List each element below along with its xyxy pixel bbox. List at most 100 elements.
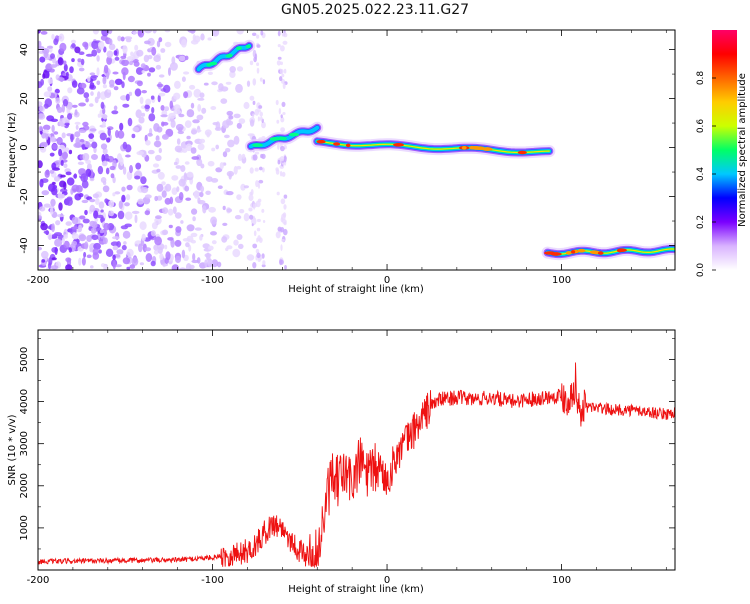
noise-speck [122,141,128,150]
noise-speck [160,114,168,118]
noise-speck [38,30,41,34]
noise-speck [226,110,234,116]
colorbar-ticks: 0.0 0.2 0.4 0.6 0.8 [696,71,716,278]
noise-speck [169,100,174,109]
noise-speck [180,220,184,224]
noise-speck [172,206,177,214]
noise-speck [132,126,140,132]
noise-speck [282,112,286,115]
noise-speck [164,244,168,250]
noise-speck [89,103,94,107]
noise-speck [175,226,182,233]
noise-speck [203,82,209,86]
noise-speck [283,68,287,74]
noise-speck [211,147,216,152]
noise-speck [65,71,69,78]
band-hotspot [278,136,283,141]
noise-speck [283,155,287,163]
noise-speck [57,57,64,66]
band-hotspot [225,54,233,58]
noise-speck [134,214,138,224]
noise-speck [178,178,186,187]
noise-speck [261,208,265,213]
noise-speck [45,133,49,141]
noise-speck [187,30,196,33]
noise-speck [99,229,105,234]
noise-speck [78,51,85,55]
noise-speck [50,198,56,207]
noise-speck [121,186,126,192]
noise-speck [262,167,265,173]
noise-speck [279,259,283,266]
noise-speck [50,118,59,123]
noise-speck [183,172,187,182]
y-tick-label: 20 [19,92,30,105]
noise-speck [42,48,50,54]
x-tick-label: -200 [27,575,50,586]
noise-speck [115,130,119,138]
noise-speck [255,180,259,188]
noise-speck [191,208,198,215]
noise-speck [83,251,87,258]
noise-speck [140,176,147,185]
spectrogram-frame [37,29,676,271]
noise-speck [78,102,86,107]
noise-speck [207,37,212,41]
noise-speck [96,80,101,86]
noise-speck [246,80,251,87]
noise-speck [134,88,142,97]
noise-speck [261,121,266,129]
noise-speck [211,81,218,86]
noise-speck [279,68,284,75]
noise-speck [180,39,187,48]
noise-speck [281,73,285,78]
noise-speck [178,113,185,118]
noise-speck [89,72,96,76]
noise-speck [171,187,178,195]
band-hotspot [571,250,576,254]
noise-speck [65,221,72,226]
x-tick-label: 100 [552,275,571,286]
noise-speck [165,183,172,192]
noise-speck [238,243,244,249]
noise-speck [97,91,101,99]
noise-speck [260,30,264,36]
spectral-band [311,135,556,159]
noise-speck [89,204,96,213]
noise-speck [206,252,210,261]
noise-speck [226,208,233,213]
band-hotspot [245,44,251,49]
noise-speck [77,161,84,165]
noise-speck [168,112,177,119]
noise-speck [63,234,68,239]
noise-speck [153,244,159,251]
snr-y-label: SNR (10 * v/v) [7,414,18,485]
noise-speck [58,33,65,42]
colorbar-tick-label: 0.0 [696,263,706,278]
noise-speck [81,199,89,204]
noise-speck [259,77,263,82]
noise-speck [161,134,169,140]
noise-speck [200,185,205,193]
noise-speck [262,79,266,85]
noise-speck [92,248,99,256]
noise-speck [152,30,157,34]
noise-speck [75,137,80,146]
noise-speck [55,220,61,226]
noise-speck [101,114,108,119]
noise-speck [100,143,108,150]
noise-speck [60,193,65,199]
noise-speck [51,233,59,237]
noise-speck [236,194,242,201]
band-hotspot [288,132,300,137]
noise-speck [157,94,161,103]
noise-speck [114,78,123,86]
noise-speck [174,80,181,89]
noise-speck [144,247,152,252]
noise-speck [199,92,205,98]
noise-speck [236,30,244,35]
noise-speck [89,198,96,203]
noise-speck [68,247,73,253]
noise-speck [119,157,124,167]
noise-speck [96,55,100,62]
